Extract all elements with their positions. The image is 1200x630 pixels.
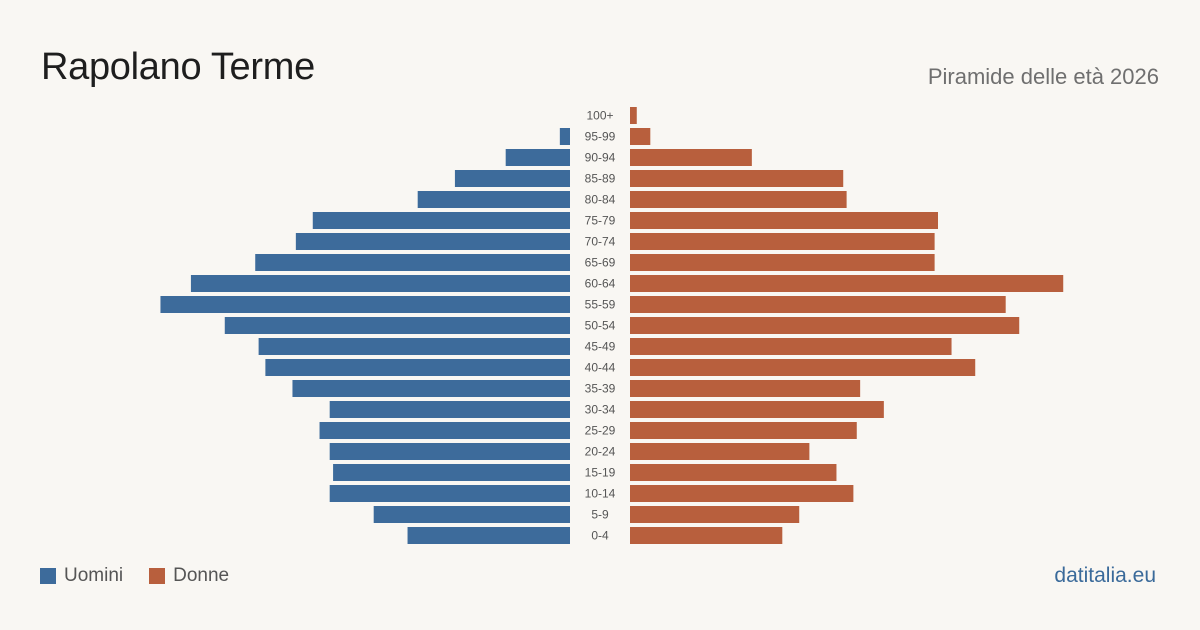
- age-label-10-14: 10-14: [585, 487, 616, 501]
- bar-women-35-39: [630, 380, 861, 397]
- age-label-30-34: 30-34: [585, 403, 616, 417]
- bar-women-75-79: [630, 212, 938, 229]
- age-label-20-24: 20-24: [585, 445, 616, 459]
- bar-men-85-89: [454, 170, 570, 187]
- bar-women-85-89: [630, 170, 844, 187]
- bar-men-65-69: [255, 254, 570, 271]
- bar-women-40-44: [630, 359, 976, 376]
- bar-women-50-54: [630, 317, 1020, 334]
- age-label-60-64: 60-64: [585, 277, 616, 291]
- bar-men-15-19: [333, 464, 570, 481]
- age-label-45-49: 45-49: [585, 340, 616, 354]
- bar-women-90-94: [630, 149, 752, 166]
- bar-men-35-39: [292, 380, 570, 397]
- age-label-85-89: 85-89: [585, 172, 616, 186]
- bar-men-5-9: [373, 506, 570, 523]
- legend: Uomini Donne: [40, 565, 255, 587]
- bar-women-15-19: [630, 464, 837, 481]
- bar-men-80-84: [417, 191, 570, 208]
- bar-women-95-99: [630, 128, 651, 145]
- legend-label-men: Uomini: [64, 565, 124, 586]
- age-label-55-59: 55-59: [585, 298, 616, 312]
- bar-men-25-29: [319, 422, 570, 439]
- age-label-0-4: 0-4: [591, 529, 609, 543]
- page-title: Rapolano Terme: [41, 46, 315, 88]
- age-label-65-69: 65-69: [585, 256, 616, 270]
- chart-subtitle: Piramide delle età 2026: [927, 64, 1159, 89]
- age-label-90-94: 90-94: [585, 151, 616, 165]
- bar-men-75-79: [312, 212, 570, 229]
- age-label-15-19: 15-19: [585, 466, 616, 480]
- bar-women-70-74: [630, 233, 935, 250]
- bar-men-95-99: [559, 128, 570, 145]
- bar-women-30-34: [630, 401, 884, 418]
- bar-women-45-49: [630, 338, 952, 355]
- bar-men-0-4: [407, 527, 570, 544]
- bar-women-0-4: [630, 527, 783, 544]
- bar-men-70-74: [295, 233, 570, 250]
- bar-men-30-34: [329, 401, 570, 418]
- men-swatch: [40, 568, 56, 584]
- bar-men-55-59: [160, 296, 570, 313]
- legend-item-men: Uomini: [40, 565, 123, 587]
- legend-item-women: Donne: [149, 565, 229, 587]
- age-label-100plus: 100+: [586, 109, 613, 123]
- bar-men-50-54: [224, 317, 570, 334]
- bar-women-25-29: [630, 422, 857, 439]
- bar-women-100plus: [630, 107, 637, 124]
- bar-women-60-64: [630, 275, 1064, 292]
- bar-men-10-14: [329, 485, 570, 502]
- bar-men-60-64: [190, 275, 570, 292]
- bar-women-80-84: [630, 191, 847, 208]
- age-label-70-74: 70-74: [585, 235, 616, 249]
- age-label-95-99: 95-99: [585, 130, 616, 144]
- women-swatch: [149, 568, 166, 584]
- age-label-40-44: 40-44: [585, 361, 616, 375]
- age-label-5-9: 5-9: [591, 508, 609, 522]
- legend-label-women: Donne: [173, 565, 230, 586]
- bar-men-90-94: [505, 149, 570, 166]
- bar-women-20-24: [630, 443, 810, 460]
- bar-men-45-49: [258, 338, 570, 355]
- bar-men-20-24: [329, 443, 570, 460]
- age-label-80-84: 80-84: [585, 193, 616, 207]
- age-label-50-54: 50-54: [585, 319, 616, 333]
- bar-women-55-59: [630, 296, 1006, 313]
- bar-women-65-69: [630, 254, 935, 271]
- bar-men-40-44: [265, 359, 570, 376]
- bar-women-5-9: [630, 506, 800, 523]
- age-label-75-79: 75-79: [585, 214, 616, 228]
- age-label-35-39: 35-39: [585, 382, 616, 396]
- age-label-25-29: 25-29: [585, 424, 616, 438]
- brand-link[interactable]: datitalia.eu: [1054, 564, 1156, 587]
- bar-women-10-14: [630, 485, 854, 502]
